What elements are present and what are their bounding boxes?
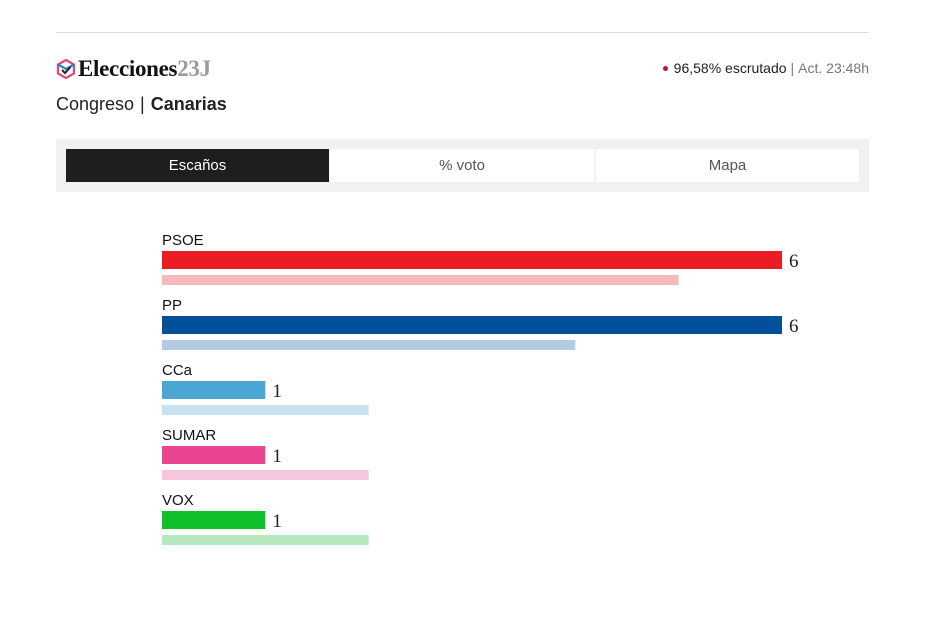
- seat-bar-pp: [162, 316, 782, 334]
- seat-count-psoe: 6: [789, 251, 799, 272]
- secondary-bar-pp: [162, 340, 576, 350]
- subtitle-separator: |: [140, 94, 145, 114]
- view-tabs: Escaños % voto Mapa: [56, 139, 869, 192]
- brand-suffix: 23J: [177, 56, 211, 81]
- status-separator: |: [790, 60, 795, 76]
- seat-bar-vox: [162, 511, 266, 529]
- seat-bar-cca: [162, 381, 266, 399]
- page-subtitle: Congreso | Canarias: [56, 94, 227, 115]
- region-label: Canarias: [150, 94, 227, 114]
- tab-mapa[interactable]: Mapa: [596, 149, 859, 182]
- secondary-bar-psoe: [162, 275, 679, 285]
- brand-name: Elecciones: [78, 56, 178, 81]
- party-label-pp: PP: [162, 297, 182, 314]
- tab-porcentaje-voto[interactable]: % voto: [330, 149, 594, 182]
- live-dot-icon: [662, 65, 668, 71]
- brand-logo[interactable]: Elecciones 23J: [56, 55, 211, 83]
- scrutiny-text: 96,58% escrutado: [673, 60, 787, 76]
- party-label-sumar: SUMAR: [162, 427, 216, 444]
- secondary-bar-sumar: [162, 470, 369, 480]
- tab-escanos[interactable]: Escaños: [66, 149, 329, 182]
- chamber-label: Congreso: [56, 94, 135, 114]
- seat-count-vox: 1: [272, 511, 282, 532]
- secondary-bar-cca: [162, 405, 369, 415]
- scrutiny-status: 96,58% escrutado | Act. 23:48h: [662, 60, 869, 76]
- party-label-vox: VOX: [162, 492, 194, 509]
- top-divider: [56, 32, 869, 33]
- update-time: Act. 23:48h: [798, 60, 869, 76]
- seat-count-cca: 1: [272, 381, 282, 402]
- seat-bar-sumar: [162, 446, 266, 464]
- secondary-bar-vox: [162, 535, 369, 545]
- ballot-box-icon: [56, 59, 76, 79]
- seat-count-sumar: 1: [272, 446, 282, 467]
- seat-count-pp: 6: [789, 316, 799, 337]
- party-label-cca: CCa: [162, 362, 193, 379]
- party-label-psoe: PSOE: [162, 232, 204, 249]
- seat-bar-psoe: [162, 251, 782, 269]
